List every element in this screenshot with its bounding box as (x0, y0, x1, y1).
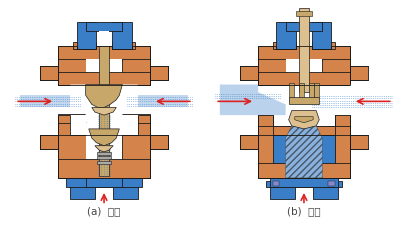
Bar (258, 114, 273, 178)
Bar (335, 114, 350, 178)
Bar (150, 67, 168, 81)
Bar (73, 43, 96, 50)
Bar (86, 23, 122, 32)
Bar (58, 55, 86, 85)
Bar (240, 67, 258, 81)
Bar (112, 23, 131, 50)
Bar (71, 184, 95, 199)
Bar (308, 84, 314, 97)
Text: (b)  合流: (b) 合流 (287, 205, 321, 215)
Bar (100, 47, 109, 177)
Bar (273, 181, 279, 186)
Bar (58, 73, 150, 85)
Polygon shape (89, 129, 119, 146)
Bar (66, 178, 142, 187)
Bar (258, 73, 350, 85)
Bar (271, 184, 295, 199)
Bar (86, 59, 122, 73)
Polygon shape (71, 116, 101, 135)
Bar (122, 55, 150, 85)
Bar (328, 181, 335, 186)
Bar (97, 152, 111, 155)
Bar (258, 163, 350, 178)
Bar (20, 96, 71, 108)
Bar (350, 67, 368, 81)
Bar (112, 43, 135, 50)
Polygon shape (86, 166, 122, 187)
Polygon shape (295, 117, 313, 123)
Bar (313, 184, 337, 199)
Bar (299, 9, 308, 93)
Bar (258, 47, 350, 59)
Bar (100, 32, 109, 50)
Bar (137, 96, 188, 108)
Bar (58, 47, 150, 59)
Bar (286, 23, 322, 32)
Polygon shape (107, 116, 137, 135)
Bar (266, 181, 342, 187)
Bar (273, 43, 296, 50)
Bar (286, 59, 322, 73)
Polygon shape (86, 85, 122, 108)
Bar (58, 114, 86, 178)
Polygon shape (286, 120, 322, 178)
Bar (289, 84, 294, 97)
Bar (299, 84, 304, 97)
Polygon shape (71, 85, 104, 123)
Bar (113, 184, 137, 199)
Bar (258, 55, 286, 85)
Bar (97, 157, 111, 160)
Bar (296, 12, 312, 17)
Bar (122, 114, 150, 178)
Bar (86, 135, 122, 160)
Bar (322, 55, 350, 85)
Bar (277, 23, 296, 50)
Bar (40, 135, 58, 149)
Polygon shape (220, 85, 286, 116)
Bar (40, 67, 58, 81)
Bar (150, 135, 168, 149)
Bar (77, 23, 96, 50)
Bar (289, 97, 319, 105)
Text: (a)  分流: (a) 分流 (87, 205, 121, 215)
Bar (271, 126, 337, 187)
Polygon shape (95, 146, 113, 152)
Bar (97, 161, 111, 164)
Bar (58, 160, 150, 178)
Polygon shape (104, 85, 137, 123)
Bar (240, 135, 258, 149)
Bar (350, 135, 368, 149)
Bar (314, 84, 319, 97)
Bar (312, 43, 335, 50)
Polygon shape (92, 108, 116, 116)
Polygon shape (286, 120, 322, 178)
Polygon shape (289, 111, 319, 129)
Bar (58, 123, 150, 135)
Polygon shape (322, 85, 388, 116)
Bar (258, 126, 350, 135)
Polygon shape (220, 85, 286, 116)
Bar (312, 23, 331, 50)
